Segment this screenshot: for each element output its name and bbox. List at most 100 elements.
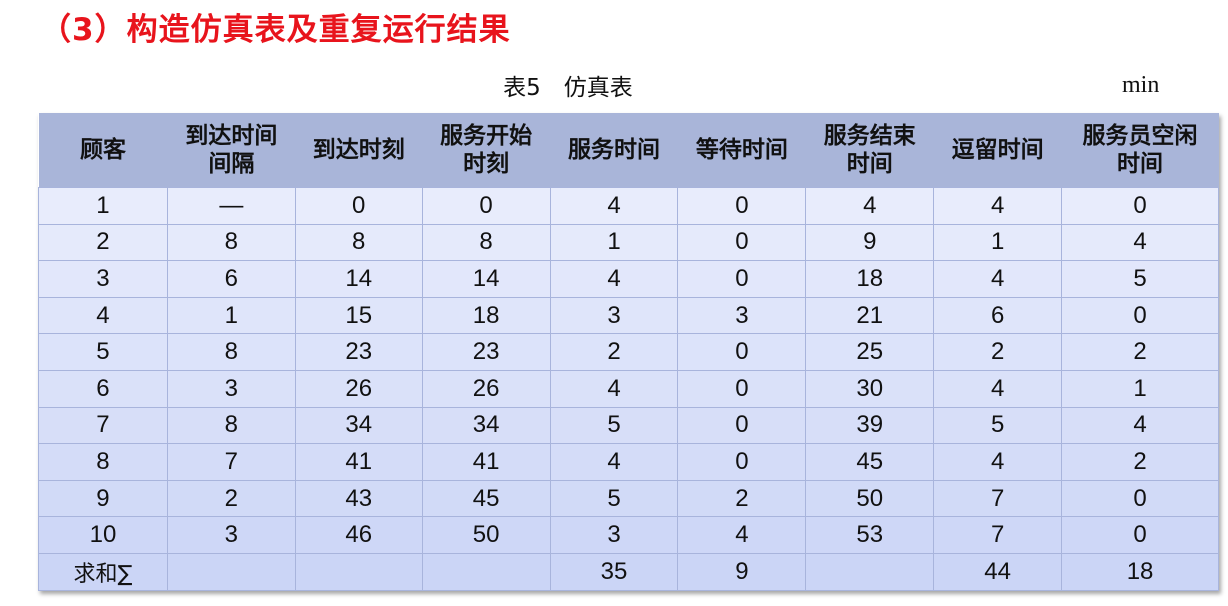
- table-cell: 18: [421, 296, 551, 335]
- table-cell: 25: [805, 333, 935, 371]
- simulation-table: 顾客 到达时间 间隔 到达时刻 服务开始 时刻 服务时间 等待时间 服务结束 时间 逗留时间服…: [38, 113, 1219, 591]
- section-title: （3）构造仿真表及重复运行结果: [40, 12, 511, 48]
- table-cell: 39: [805, 406, 935, 445]
- table-cell: 9: [677, 552, 807, 591]
- table-cell: 9: [38, 479, 168, 518]
- table-cell: 5: [549, 479, 679, 518]
- table-cell: —: [166, 187, 296, 225]
- table-row: 10 3 46 50 3 4 53 7 0: [38, 516, 1219, 554]
- column-header: 到达时刻: [295, 113, 423, 188]
- table-cell: 0: [677, 443, 807, 481]
- table-cell: 26: [294, 369, 423, 408]
- table-cell: 0: [1061, 516, 1219, 554]
- table-cell: 50: [421, 516, 551, 554]
- table-cell: 15: [294, 296, 423, 335]
- table-cell: 44: [933, 552, 1063, 591]
- table-row: 8 7 41 41 4 0 45 4 2: [38, 443, 1219, 481]
- table-cell: 2: [166, 479, 296, 518]
- table-cell: 8: [421, 223, 551, 262]
- table-cell: 2: [38, 223, 168, 262]
- table-cell: 23: [294, 333, 423, 371]
- table-cell: 45: [421, 479, 551, 518]
- table-cell: 2: [1061, 443, 1219, 481]
- table-cell: 4: [1061, 223, 1219, 262]
- table-row: 5 8 23 23 2 0 25 2 2: [38, 333, 1219, 371]
- table-cell: 4: [805, 187, 935, 225]
- table-cell: 1: [549, 223, 679, 262]
- table-cell: 4: [549, 187, 679, 225]
- table-cell: 0: [677, 260, 807, 298]
- table-cell: 5: [549, 406, 679, 445]
- table-cell: 30: [805, 369, 935, 408]
- table-cell: 8: [294, 223, 423, 262]
- table-cell: 41: [294, 443, 423, 481]
- table-cell: 34: [421, 406, 551, 445]
- table-cell: 2: [677, 479, 807, 518]
- column-header: 逗留时间: [933, 113, 1062, 188]
- table-row: 4 1 15 18 3 3 21 6 0: [38, 296, 1219, 335]
- table-cell: 3: [677, 296, 807, 335]
- table-cell: 6: [166, 260, 296, 298]
- table-cell: 0: [1061, 187, 1219, 225]
- sum-row: 求和∑ 35 9 44 18: [38, 552, 1219, 591]
- table-cell: 6: [38, 369, 168, 408]
- table-cell: 4: [1061, 406, 1219, 445]
- table-cell: 4: [933, 187, 1063, 225]
- table-cell: 2: [1061, 333, 1219, 371]
- header-row: 顾客 到达时间 间隔 到达时刻 服务开始 时刻 服务时间 等待时间 服务结束 时间 逗留时间服…: [38, 113, 1219, 188]
- column-header: 服务员空闲 时间: [1061, 113, 1219, 188]
- table-cell: 0: [677, 369, 807, 408]
- table-cell: 1: [1061, 369, 1219, 408]
- table-cell: 10: [38, 516, 168, 554]
- table-cell: 7: [166, 443, 296, 481]
- table-cell: 1: [166, 296, 296, 335]
- table-cell: 4: [549, 443, 679, 481]
- table-cell: [421, 552, 551, 591]
- table-row: 9 2 43 45 5 2 50 7 0: [38, 479, 1219, 518]
- table-cell: 50: [805, 479, 935, 518]
- table-cell: 7: [933, 479, 1063, 518]
- table-cell: 4: [933, 443, 1063, 481]
- table-cell: 3: [166, 369, 296, 408]
- table-cell: 1: [933, 223, 1063, 262]
- table-row: 6 3 26 26 4 0 30 4 1: [38, 369, 1219, 408]
- table-cell: [805, 552, 935, 591]
- table-cell: 4: [933, 260, 1063, 298]
- table-cell: 2: [933, 333, 1063, 371]
- table-cell: 4: [549, 260, 679, 298]
- table-cell: [294, 552, 423, 591]
- table-cell: 7: [933, 516, 1063, 554]
- column-header: 服务结束 时间: [805, 113, 934, 188]
- table-cell: 35: [549, 552, 679, 591]
- table-cell: 4: [549, 369, 679, 408]
- unit-label: min: [1122, 72, 1160, 98]
- table-cell: 3: [549, 516, 679, 554]
- table-cell: 8: [38, 443, 168, 481]
- table-cell: 0: [677, 333, 807, 371]
- table-cell: 5: [38, 333, 168, 371]
- table-cell: 23: [421, 333, 551, 371]
- column-header: 服务时间: [550, 113, 678, 188]
- table-cell: 3: [166, 516, 296, 554]
- table-cell: 5: [1061, 260, 1219, 298]
- table-cell: 0: [294, 187, 423, 225]
- table-cell: 43: [294, 479, 423, 518]
- table-cell: 18: [1061, 552, 1219, 591]
- table-cell: 4: [677, 516, 807, 554]
- table-cell: 0: [1061, 296, 1219, 335]
- table-cell: 6: [933, 296, 1063, 335]
- table-cell: 2: [549, 333, 679, 371]
- table-cell: 34: [294, 406, 423, 445]
- table-cell: 1: [38, 187, 168, 225]
- table-row: 1—0 0 4 0 4 4 0: [38, 187, 1219, 225]
- table-cell: 3: [549, 296, 679, 335]
- table-cell: 8: [166, 333, 296, 371]
- table-cell: 41: [421, 443, 551, 481]
- table-cell: 4: [933, 369, 1063, 408]
- table-cell: 0: [421, 187, 551, 225]
- table-cell: 0: [677, 187, 807, 225]
- table-cell: 14: [421, 260, 551, 298]
- table-cell: 4: [38, 296, 168, 335]
- table-row: 3 6 14 14 4 0 18 4 5: [38, 260, 1219, 298]
- table-cell: 8: [166, 406, 296, 445]
